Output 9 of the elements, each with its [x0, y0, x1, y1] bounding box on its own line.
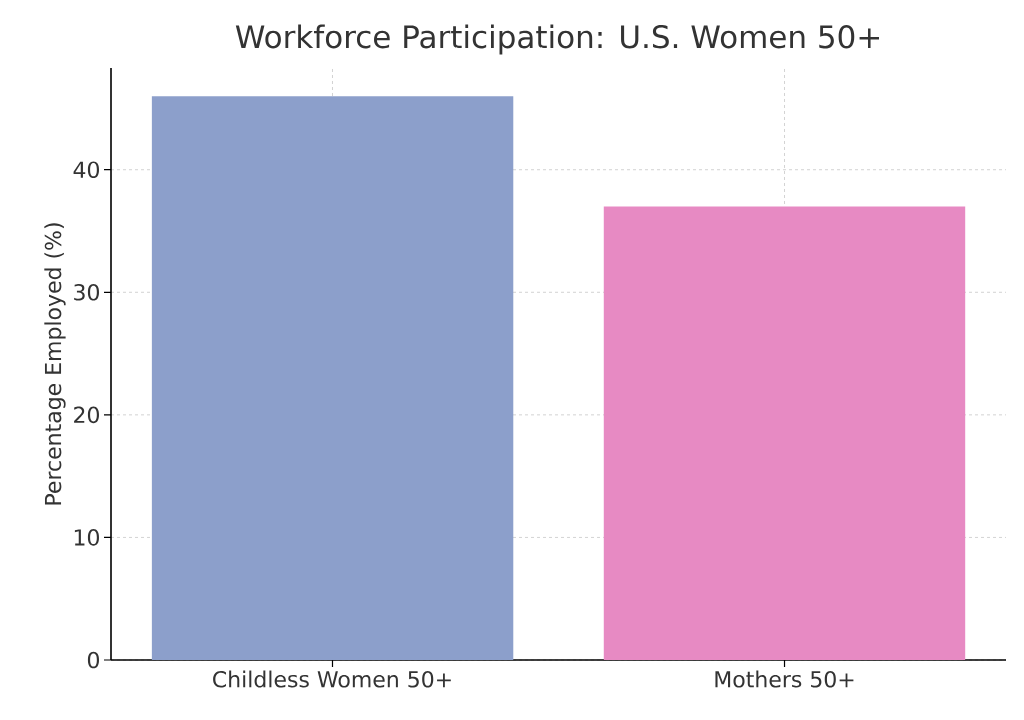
y-axis-title: Percentage Employed (%) [44, 223, 66, 505]
y-tick-label: 10 [74, 529, 99, 546]
y-tick-label: 0 [87, 651, 99, 669]
y-tick-label: 30 [74, 283, 99, 301]
x-tick-label: Childless Women 50+ [213, 670, 451, 688]
x-tick-label: Mothers 50+ [715, 670, 854, 688]
chart-title: Workforce Participation: U.S. Women 50+ [235, 24, 879, 55]
y-tick-label: 20 [74, 406, 99, 424]
y-tick-label: 40 [73, 161, 99, 179]
